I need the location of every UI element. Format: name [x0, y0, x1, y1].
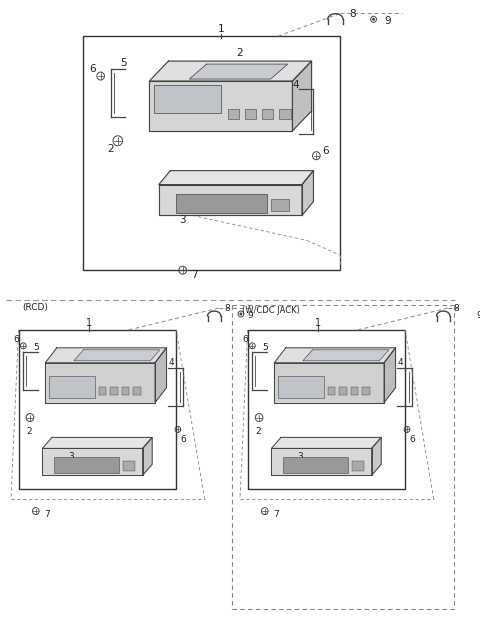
Text: 6: 6	[181, 435, 187, 444]
Bar	[110, 387, 118, 395]
Polygon shape	[384, 348, 396, 402]
Bar	[279, 109, 290, 119]
Bar	[122, 461, 135, 471]
Text: 1: 1	[86, 318, 93, 328]
Text: 7: 7	[44, 509, 50, 519]
Bar	[362, 387, 370, 395]
Polygon shape	[149, 61, 312, 81]
Polygon shape	[45, 363, 155, 402]
Polygon shape	[275, 348, 396, 363]
Text: 4: 4	[168, 358, 174, 367]
Text: 6: 6	[14, 335, 20, 344]
Bar	[49, 376, 95, 397]
Polygon shape	[149, 81, 292, 131]
Text: 5: 5	[120, 58, 127, 68]
Text: 3: 3	[180, 215, 186, 225]
Text: 6: 6	[90, 64, 96, 74]
Polygon shape	[272, 438, 381, 448]
Text: 9: 9	[384, 16, 391, 26]
Text: 7: 7	[191, 270, 197, 280]
Text: 2: 2	[26, 427, 32, 436]
Bar	[83, 37, 340, 270]
Bar	[154, 85, 221, 113]
Polygon shape	[190, 64, 288, 79]
Text: (RCD): (RCD)	[23, 303, 48, 311]
Polygon shape	[74, 350, 160, 361]
Text: 5: 5	[33, 344, 38, 352]
Polygon shape	[302, 171, 313, 215]
Bar	[19, 330, 176, 489]
Bar	[339, 387, 347, 395]
Text: 8: 8	[454, 303, 459, 313]
Bar	[133, 387, 141, 395]
Text: 3: 3	[68, 452, 74, 461]
Bar	[248, 330, 405, 489]
Text: 6: 6	[410, 435, 416, 444]
Bar	[121, 387, 129, 395]
Bar	[228, 109, 239, 119]
Bar	[352, 461, 364, 471]
Text: 2: 2	[255, 427, 261, 436]
Bar	[351, 387, 358, 395]
Polygon shape	[159, 171, 313, 184]
Polygon shape	[42, 448, 143, 475]
Bar	[278, 376, 324, 397]
Bar	[99, 387, 107, 395]
Text: 6: 6	[243, 335, 249, 344]
Text: 9: 9	[248, 311, 253, 321]
Text: 5: 5	[262, 344, 268, 352]
Text: 3: 3	[297, 452, 303, 461]
Circle shape	[469, 313, 471, 315]
Text: 8: 8	[349, 9, 356, 19]
Text: 6: 6	[323, 145, 329, 156]
Polygon shape	[143, 438, 152, 475]
Text: 4: 4	[292, 80, 299, 90]
Text: 7: 7	[273, 509, 279, 519]
Polygon shape	[272, 448, 372, 475]
Text: 2: 2	[107, 144, 113, 154]
Polygon shape	[303, 350, 389, 361]
Text: 4: 4	[397, 358, 403, 367]
Bar	[328, 387, 336, 395]
Text: (W/CDC JACK): (W/CDC JACK)	[242, 306, 300, 316]
Text: 9: 9	[477, 311, 480, 321]
Polygon shape	[159, 184, 302, 215]
Bar	[262, 109, 274, 119]
Bar	[283, 457, 348, 474]
Text: 1: 1	[217, 24, 224, 34]
Polygon shape	[372, 438, 381, 475]
Circle shape	[373, 19, 374, 20]
Text: 2: 2	[237, 48, 243, 58]
Bar	[272, 199, 288, 212]
Bar	[176, 194, 267, 214]
Text: 1: 1	[315, 318, 322, 328]
Polygon shape	[45, 348, 167, 363]
Bar	[245, 109, 256, 119]
Text: 8: 8	[225, 303, 230, 313]
Polygon shape	[42, 438, 152, 448]
Polygon shape	[155, 348, 167, 402]
Circle shape	[240, 313, 242, 315]
Polygon shape	[292, 61, 312, 131]
Polygon shape	[275, 363, 384, 402]
Bar	[54, 457, 119, 474]
